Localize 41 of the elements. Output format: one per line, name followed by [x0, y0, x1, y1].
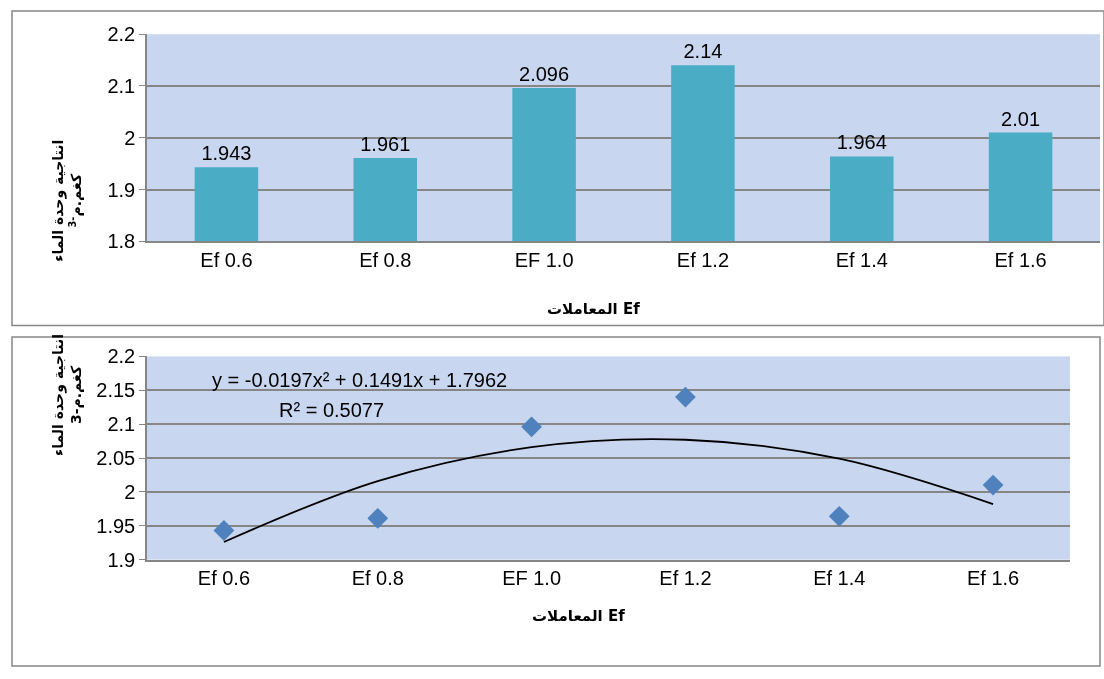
- x-tick-label: Ef 0.8: [359, 249, 412, 272]
- y-tick-label: 2: [124, 126, 136, 149]
- x-tick-label: Ef 1.4: [813, 567, 866, 590]
- x-tick-label: Ef 0.8: [351, 567, 404, 590]
- x-tick-label: EF 1.0: [502, 567, 562, 590]
- x-tick-label: Ef 1.6: [994, 249, 1047, 272]
- y-tick-label: 2.2: [107, 23, 136, 46]
- data-label: 1.943: [201, 142, 252, 165]
- x-tick-label: Ef 1.2: [659, 567, 712, 590]
- y-tick-label: 1.9: [107, 178, 136, 201]
- y-tick-label: 2.05: [96, 447, 136, 470]
- point: [828, 505, 850, 527]
- data-label: 2.01: [1001, 107, 1041, 130]
- y-tick-label: 2: [124, 480, 136, 503]
- y-tick-label: 1.9: [107, 548, 136, 571]
- y-tick-label: 1.8: [107, 230, 136, 253]
- data-label: 1.961: [360, 132, 411, 155]
- y-tick-label: 2.15: [96, 379, 136, 402]
- point: [213, 520, 235, 541]
- x-axis-title: المعاملات Ef: [547, 300, 641, 318]
- annotation: R² = 0.5077: [279, 399, 385, 421]
- x-axis-title: المعاملات Ef: [532, 607, 626, 625]
- x-tick-label: Ef 1.6: [966, 567, 1020, 590]
- x-tick-label: EF 1.0: [514, 249, 574, 272]
- point: [675, 386, 696, 408]
- y-tick-label: 1.95: [96, 514, 136, 537]
- x-tick-label: Ef 0.6: [200, 249, 253, 272]
- point: [521, 416, 542, 438]
- y-axis-title: انتاجية وحدة الماء كغم.م-3: [49, 333, 85, 457]
- y-tick-label: 2.1: [107, 413, 136, 436]
- point: [982, 474, 1004, 496]
- y-tick-label: 2.2: [107, 345, 136, 368]
- data-label: 1.964: [836, 131, 887, 154]
- point: [367, 507, 389, 529]
- x-tick-label: Ef 0.6: [197, 567, 251, 590]
- annotation: y = -0.0197x² + 0.1491x + 1.7962: [212, 369, 508, 391]
- x-tick-label: Ef 1.4: [835, 249, 888, 272]
- y-tick-label: 2.1: [107, 74, 136, 97]
- data-label: 2.096: [519, 63, 570, 86]
- x-tick-label: Ef 1.2: [676, 249, 730, 272]
- data-label: 2.14: [683, 40, 723, 63]
